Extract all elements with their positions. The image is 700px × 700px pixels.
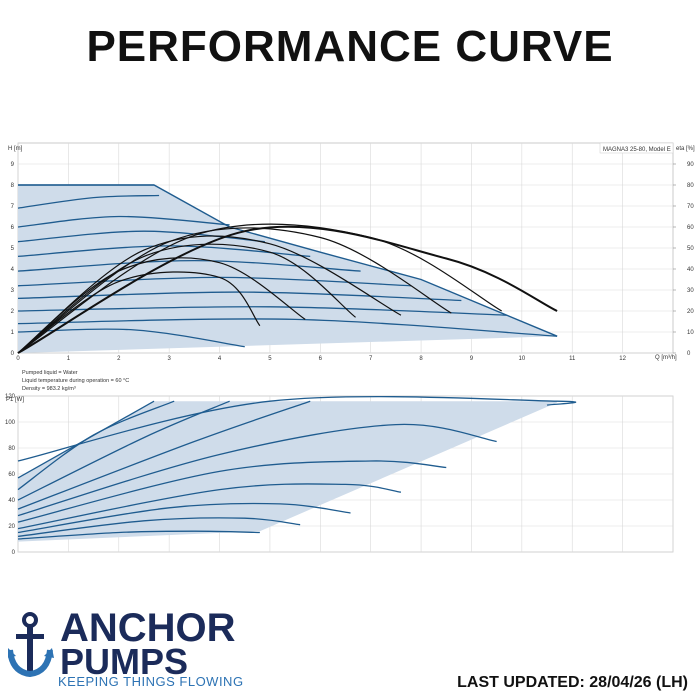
logo-tagline: KEEPING THINGS FLOWING xyxy=(58,674,244,689)
y2-tick-label: 60 xyxy=(687,225,694,231)
y2-tick-label: 80 xyxy=(687,183,694,189)
x-tick-label: 2 xyxy=(117,356,121,362)
y-tick-label: 0 xyxy=(12,550,16,556)
x-tick-label: 0 xyxy=(16,356,20,362)
y-tick-label: 5 xyxy=(11,246,15,252)
y-tick-label: 60 xyxy=(8,472,15,478)
y-tick-label: 8 xyxy=(11,183,15,189)
y-tick-label: 120 xyxy=(5,394,16,400)
head-curve xyxy=(17,230,265,243)
logo-line-anchor: ANCHOR xyxy=(60,606,236,650)
y2-tick-label: 90 xyxy=(687,162,694,168)
x-tick-label: 11 xyxy=(569,356,576,362)
power-curve xyxy=(17,400,230,501)
efficiency-curve xyxy=(17,225,558,354)
head-curves xyxy=(17,184,558,348)
power-curve xyxy=(17,400,175,491)
head-axis-label: H [m] xyxy=(8,146,23,152)
x-tick-label: 5 xyxy=(268,356,272,362)
power-curve xyxy=(17,483,402,530)
head-chart: 0 1 2 3 4 5 6 7 8 9 10 11 12012345678901020304050607… xyxy=(8,142,695,392)
anchor-pumps-logo: ANCHOR PUMPS KEEPING THINGS FLOWING xyxy=(8,606,278,696)
y-tick-label: 0 xyxy=(11,351,15,357)
efficiency-curve xyxy=(17,271,261,354)
y2-tick-label: 10 xyxy=(687,330,694,336)
power-operating-envelope xyxy=(18,401,558,542)
model-legend-box xyxy=(599,142,674,154)
power-curve xyxy=(17,530,260,540)
y-tick-label: 20 xyxy=(8,524,15,530)
x-tick-label: 3 xyxy=(167,356,171,362)
y-tick-label: 4 xyxy=(11,267,15,273)
efficiency-curve xyxy=(17,227,452,354)
efficiency-curves xyxy=(17,223,558,354)
y2-tick-label: 30 xyxy=(687,288,694,294)
y-tick-label: 3 xyxy=(11,288,15,294)
power-curve xyxy=(17,517,301,538)
power-chart-ticks: 0 20 40 60 80 100 120 xyxy=(5,394,16,556)
eta-axis-label: eta [%] xyxy=(676,146,695,152)
y2-tick-label: 0 xyxy=(687,351,691,357)
head-curve xyxy=(17,291,462,302)
last-updated: LAST UPDATED: 28/04/26 (LH) xyxy=(457,674,688,691)
power-chart: 0 20 40 60 80 100 120 P1 [W] xyxy=(5,394,674,556)
power-axis-label: P1 [W] xyxy=(6,397,24,403)
x-tick-label: 12 xyxy=(619,356,626,362)
note-density: Density = 983.2 kg/m³ xyxy=(22,386,76,392)
x-tick-label: 8 xyxy=(419,356,423,362)
efficiency-curve xyxy=(17,223,502,354)
y2-tick-label: 50 xyxy=(687,246,694,252)
note-liquid: Pumped liquid = Water xyxy=(22,370,78,376)
y2-tick-label: 20 xyxy=(687,309,694,315)
x-tick-label: 6 xyxy=(319,356,323,362)
power-curve xyxy=(17,400,311,510)
flow-axis-label: Q [m³/h] xyxy=(655,355,677,361)
y-tick-label: 9 xyxy=(11,162,15,168)
x-tick-label: 9 xyxy=(470,356,474,362)
anchor-icon xyxy=(8,612,54,678)
x-tick-label: 7 xyxy=(369,356,373,362)
y-tick-label: 7 xyxy=(11,204,15,210)
head-curve xyxy=(17,215,230,228)
efficiency-curve xyxy=(17,235,402,354)
model-legend-text: MAGNA3 25-80, Model E xyxy=(603,147,671,153)
head-curve xyxy=(17,318,558,337)
y2-tick-label: 70 xyxy=(687,204,694,210)
y-tick-label: 6 xyxy=(11,225,15,231)
y-tick-label: 80 xyxy=(8,446,15,452)
logo-line-pumps: PUMPS xyxy=(60,641,189,682)
power-envelope xyxy=(18,401,558,542)
page-title: PERFORMANCE CURVE xyxy=(86,22,614,71)
power-curve xyxy=(17,395,577,462)
head-curve xyxy=(17,259,361,272)
efficiency-curve xyxy=(17,243,356,354)
x-tick-label: 4 xyxy=(218,356,222,362)
y-tick-label: 1 xyxy=(11,330,15,336)
y2-tick-label: 40 xyxy=(687,267,694,273)
power-curve xyxy=(17,460,447,523)
power-curve xyxy=(17,423,497,517)
head-chart-ticks: 0 1 2 3 4 5 6 7 8 9 10 11 12012345678901020304050607… xyxy=(11,162,695,362)
head-curve xyxy=(17,194,160,209)
x-tick-label: 10 xyxy=(519,356,526,362)
x-tick-label: 1 xyxy=(67,356,71,362)
y-tick-label: 2 xyxy=(11,309,15,315)
y-tick-label: 100 xyxy=(5,420,16,426)
power-curves xyxy=(17,395,577,540)
power-curve xyxy=(17,502,351,534)
y-tick-label: 40 xyxy=(8,498,15,504)
note-temperature: Liquid temperature during operation = 60… xyxy=(22,378,129,384)
